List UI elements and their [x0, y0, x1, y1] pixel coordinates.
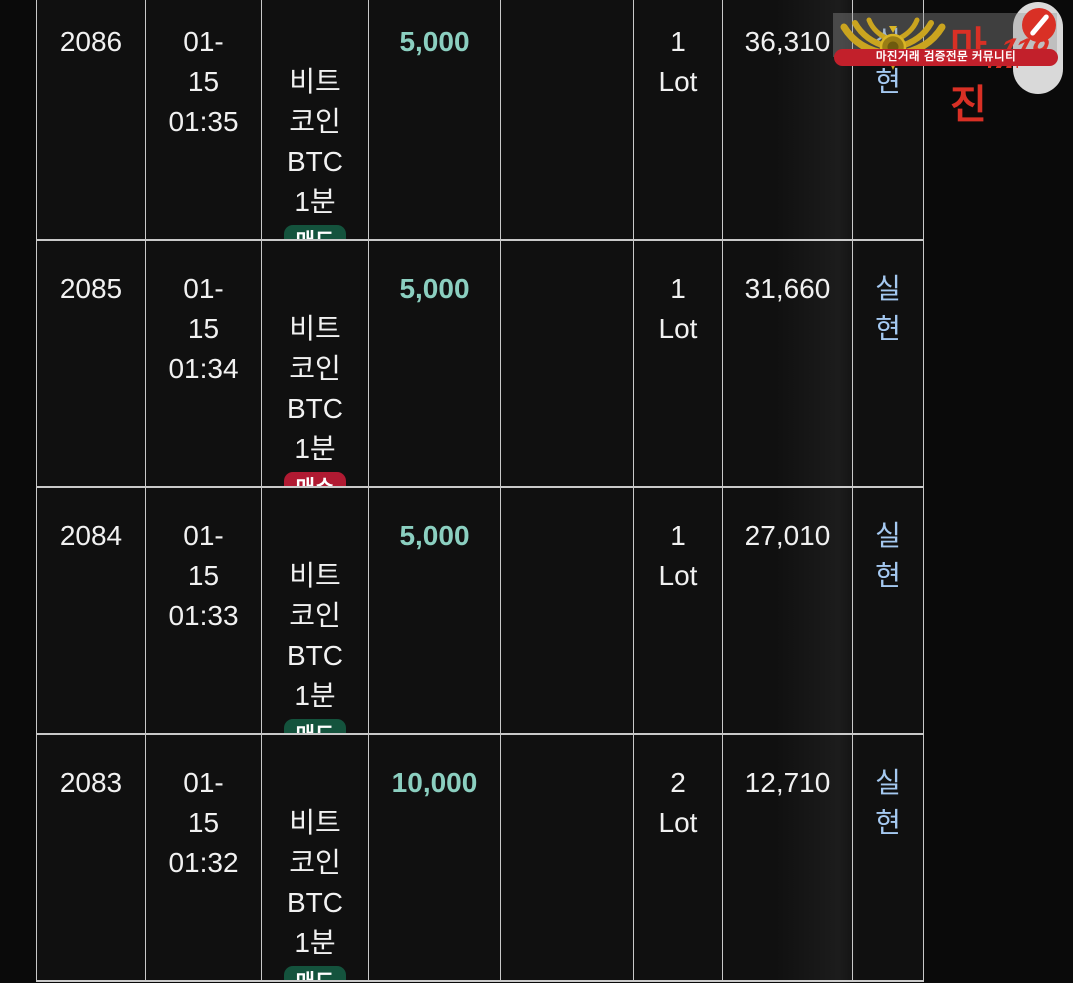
cell-blank: [501, 241, 634, 486]
cell-value: 31,660: [723, 241, 853, 486]
cell-order-no: 2083: [37, 735, 146, 980]
cell-lot: 1 Lot: [634, 488, 723, 733]
instrument-text: 비트 코인 BTC 1분: [287, 66, 343, 217]
cell-status-realized[interactable]: 실 현: [875, 767, 901, 838]
side-badge: 매도: [283, 225, 347, 239]
cell-lot: 1 Lot: [634, 0, 723, 239]
cell-amount: 10,000: [369, 735, 501, 980]
table-row: 2083 01- 15 01:32 비트 코인 BTC 1분 매도 10,000…: [37, 735, 923, 982]
floating-scroll-pill[interactable]: [1013, 2, 1063, 94]
cell-instrument: 비트 코인 BTC 1분 매수: [262, 241, 369, 486]
cell-order-no: 2084: [37, 488, 146, 733]
cell-datetime: 01- 15 01:35: [146, 0, 262, 239]
cell-datetime: 01- 15 01:32: [146, 735, 262, 980]
trade-history-table: 2086 01- 15 01:35 비트 코인 BTC 1분 매도 5,000 …: [36, 0, 924, 982]
cell-value: 36,310: [723, 0, 853, 239]
cell-status-realized[interactable]: 실 현: [875, 26, 901, 97]
cell-order-no: 2085: [37, 241, 146, 486]
cell-blank: [501, 0, 634, 239]
cell-instrument: 비트 코인 BTC 1분 매도: [262, 488, 369, 733]
cell-instrument: 비트 코인 BTC 1분 매도: [262, 0, 369, 239]
cell-lot: 1 Lot: [634, 241, 723, 486]
instrument-text: 비트 코인 BTC 1분: [287, 313, 343, 464]
cell-lot: 2 Lot: [634, 735, 723, 980]
side-badge: 매도: [283, 966, 347, 980]
cell-value: 12,710: [723, 735, 853, 980]
cell-instrument: 비트 코인 BTC 1분 매도: [262, 735, 369, 980]
table-row: 2084 01- 15 01:33 비트 코인 BTC 1분 매도 5,000 …: [37, 488, 923, 735]
table-row: 2085 01- 15 01:34 비트 코인 BTC 1분 매수 5,000 …: [37, 241, 923, 488]
side-badge: 매수: [283, 472, 347, 486]
brand-text: 마진: [950, 25, 989, 127]
cell-order-no: 2086: [37, 0, 146, 239]
table-row: 2086 01- 15 01:35 비트 코인 BTC 1분 매도 5,000 …: [37, 0, 923, 241]
cell-amount: 5,000: [369, 0, 501, 239]
cell-status-realized[interactable]: 실 현: [875, 520, 901, 591]
instrument-text: 비트 코인 BTC 1분: [287, 560, 343, 711]
cell-status-realized[interactable]: 실 현: [875, 273, 901, 344]
side-badge: 매도: [283, 719, 347, 733]
instrument-text: 비트 코인 BTC 1분: [287, 807, 343, 958]
cell-amount: 5,000: [369, 488, 501, 733]
cell-value: 27,010: [723, 488, 853, 733]
cell-blank: [501, 735, 634, 980]
cell-amount: 5,000: [369, 241, 501, 486]
cell-blank: [501, 488, 634, 733]
cell-datetime: 01- 15 01:34: [146, 241, 262, 486]
cell-datetime: 01- 15 01:33: [146, 488, 262, 733]
